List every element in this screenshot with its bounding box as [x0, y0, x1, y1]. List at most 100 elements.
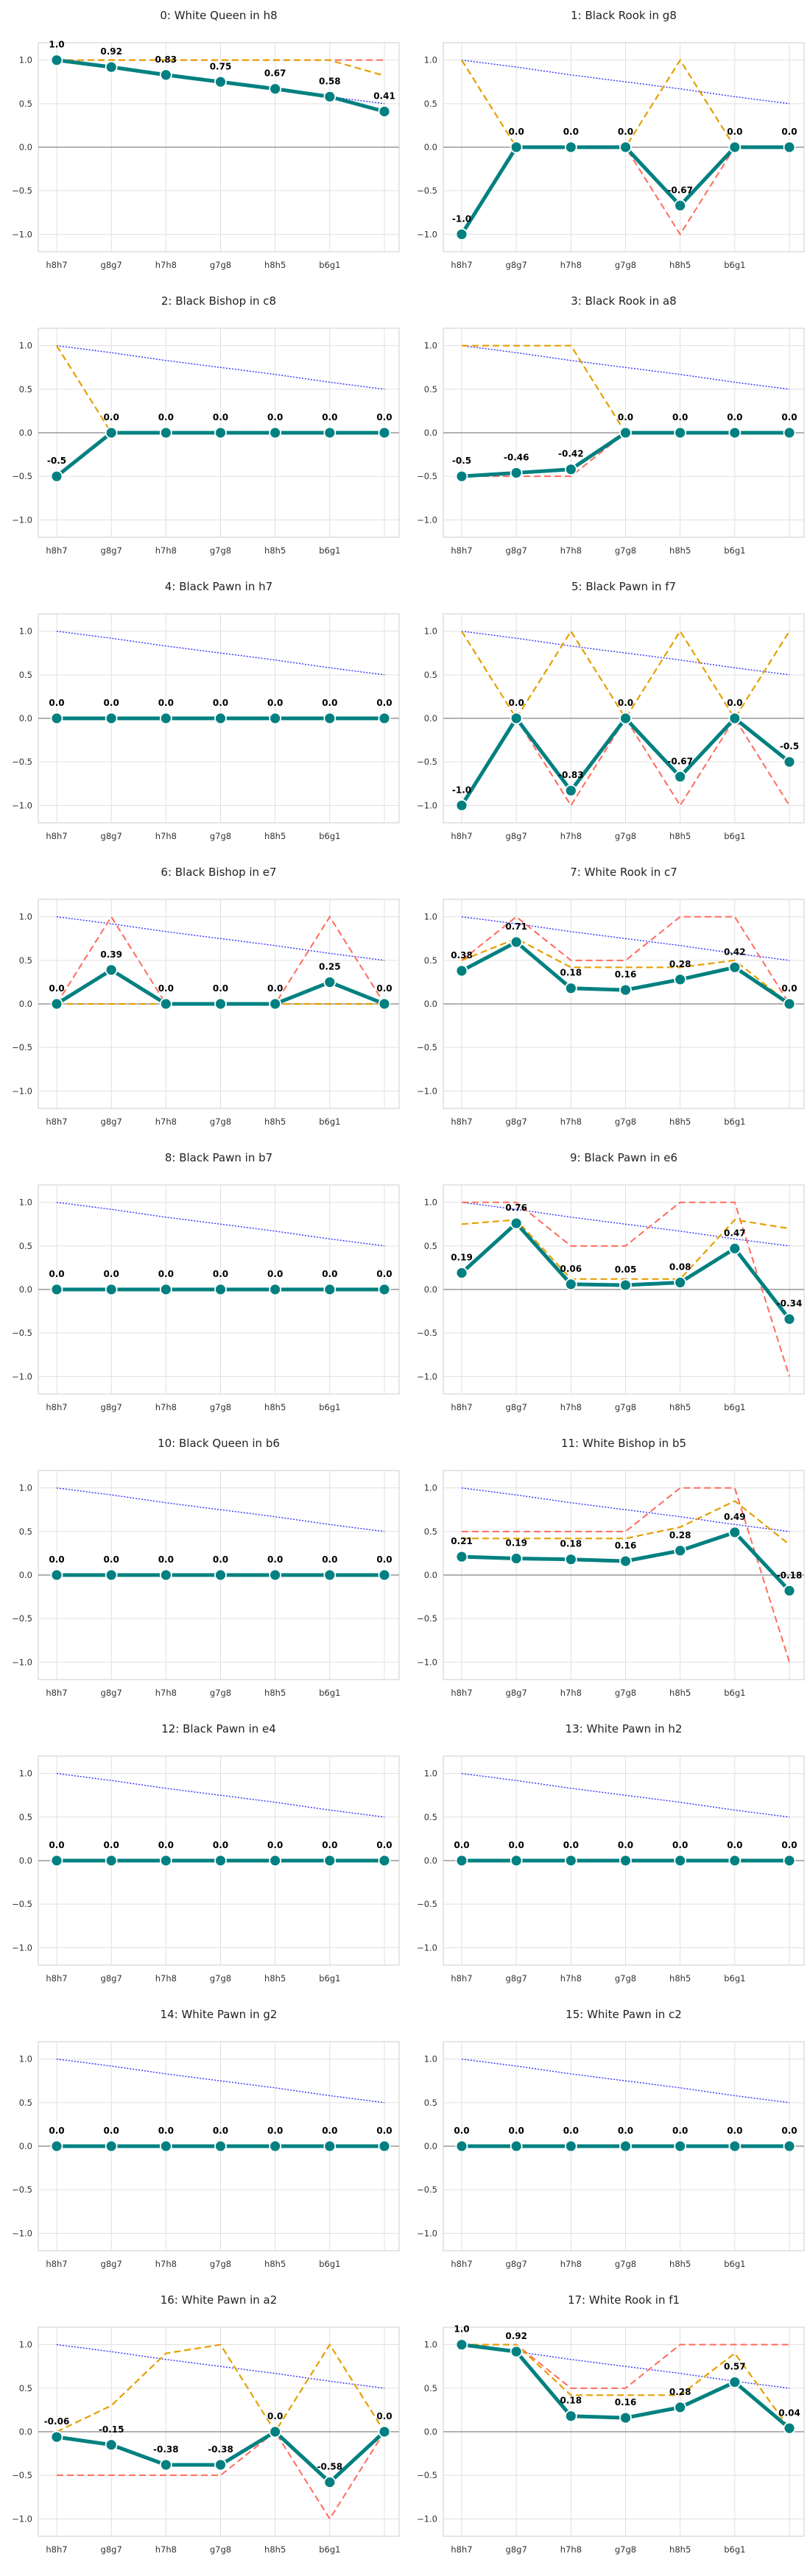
series-blue-dotted — [56, 2343, 385, 2389]
x-tick-label: b6g1 — [724, 260, 745, 270]
data-point — [159, 1283, 172, 1296]
data-label: -0.15 — [99, 2424, 124, 2435]
data-point — [783, 755, 796, 768]
data-label: 0.0 — [158, 412, 174, 422]
data-point — [214, 1568, 227, 1582]
y-tick-label: 0.5 — [19, 670, 32, 680]
data-point — [674, 1544, 687, 1557]
data-point — [455, 227, 468, 241]
y-tick-label: −0.5 — [12, 2184, 32, 2195]
series-blue-dotted — [56, 1772, 385, 1818]
data-point — [159, 1568, 172, 1582]
series-blue-dotted — [461, 1201, 790, 1247]
chart-title: 15: White Pawn in c2 — [566, 2008, 682, 2021]
data-label: 0.0 — [509, 698, 524, 708]
data-label: 0.0 — [563, 2126, 579, 2136]
data-label: 0.0 — [267, 2411, 283, 2421]
y-tick-label: 0.5 — [19, 955, 32, 966]
x-tick-label: h7h8 — [560, 1402, 582, 1412]
data-point — [783, 141, 796, 154]
data-label: 0.49 — [724, 1512, 746, 1522]
x-tick-label: g7g8 — [210, 1402, 231, 1412]
x-tick-label: h8h5 — [669, 831, 691, 841]
data-point — [455, 1267, 468, 1279]
data-point — [619, 712, 632, 725]
chart-title: 11: White Bishop in b5 — [561, 1437, 686, 1450]
x-tick-label: b6g1 — [724, 2544, 745, 2555]
data-label: -1.0 — [452, 785, 471, 795]
x-tick-label: g8g7 — [101, 260, 122, 270]
chart-title: 3: Black Rook in a8 — [571, 294, 676, 308]
data-label: 0.28 — [669, 2387, 691, 2397]
data-label: -0.06 — [44, 2416, 70, 2427]
data-point — [455, 1854, 468, 1867]
x-tick-label: h8h7 — [451, 1973, 472, 1984]
x-tick-label: h7h8 — [155, 260, 177, 270]
y-tick-label: −0.5 — [12, 185, 32, 196]
y-tick-label: −1.0 — [417, 1371, 437, 1381]
chart-panel-14: 14: White Pawn in g2 −1.0 −0.5 0.0 0.5 1.0 h8h… — [0, 1999, 405, 2285]
data-label: 0.0 — [618, 698, 633, 708]
data-point — [564, 2140, 577, 2153]
data-label: -0.5 — [780, 741, 799, 751]
y-tick-label: −0.5 — [417, 185, 437, 196]
series-blue-dotted — [56, 2058, 385, 2103]
data-label: 0.0 — [213, 1840, 228, 1850]
data-point — [783, 426, 796, 439]
y-tick-label: −1.0 — [417, 2513, 437, 2524]
y-tick-label: 0.0 — [19, 1570, 32, 1580]
data-label: 0.0 — [618, 1840, 633, 1850]
x-tick-label: b6g1 — [319, 545, 340, 556]
y-tick-label: −0.5 — [12, 757, 32, 767]
data-label: -0.67 — [667, 185, 693, 195]
y-tick-label: −1.0 — [12, 1657, 32, 1667]
x-tick-label: g7g8 — [210, 831, 231, 841]
data-point — [50, 1283, 63, 1296]
chart-svg-6: 6: Black Bishop in e7 −1.0 −0.5 0.0 0.5 1.0 h8… — [12, 866, 400, 1127]
chart-panel-8: 8: Black Pawn in b7 −1.0 −0.5 0.0 0.5 1.0 h8h7… — [0, 1142, 405, 1428]
x-tick-label: b6g1 — [724, 1973, 745, 1984]
data-point — [455, 470, 468, 483]
data-label: -0.34 — [777, 1298, 803, 1309]
y-tick-label: −0.5 — [417, 471, 437, 481]
data-point — [105, 963, 118, 977]
data-point — [50, 997, 63, 1011]
chart-svg-17: 17: White Rook in f1 −1.0 −0.5 0.0 0.5 1.0 h8h… — [417, 2293, 805, 2555]
x-tick-label: h8h5 — [264, 2544, 286, 2555]
data-point — [269, 1283, 282, 1296]
chart-panel-16: 16: White Pawn in a2 −1.0 −0.5 0.0 0.5 1.0 h8h… — [0, 2285, 405, 2570]
x-tick-label: h8h7 — [46, 1973, 67, 1984]
chart-panel-7: 7: White Rook in c7 −1.0 −0.5 0.0 0.5 1.0 h8h7… — [405, 857, 810, 1142]
data-point — [378, 1854, 391, 1867]
series-blue-dotted — [461, 344, 790, 390]
y-tick-label: 0.0 — [424, 142, 437, 152]
y-tick-label: 0.0 — [19, 1284, 32, 1295]
y-tick-label: 0.0 — [424, 2141, 437, 2151]
chart-title: 0: White Queen in h8 — [160, 9, 277, 22]
y-tick-label: 1.0 — [19, 2054, 32, 2064]
y-tick-label: 0.5 — [424, 384, 437, 394]
data-label: -0.5 — [452, 456, 471, 466]
data-point — [674, 1854, 687, 1867]
y-tick-label: −1.0 — [417, 514, 437, 525]
y-tick-label: −1.0 — [12, 514, 32, 525]
x-tick-label: g8g7 — [506, 2259, 527, 2269]
data-label: 0.0 — [509, 127, 524, 137]
chart-title: 14: White Pawn in g2 — [161, 2008, 278, 2021]
data-label: -0.83 — [558, 770, 584, 780]
x-tick-label: g8g7 — [101, 2259, 122, 2269]
data-point — [323, 976, 337, 988]
data-label: 0.0 — [376, 1554, 392, 1565]
chart-svg-0: 0: White Queen in h8 −1.0 −0.5 0.0 0.5 1.0 h8h… — [12, 9, 400, 270]
data-label: 0.25 — [319, 961, 341, 972]
series-blue-dotted — [461, 1772, 790, 1818]
y-tick-label: 0.0 — [19, 713, 32, 723]
x-tick-label: h8h5 — [264, 831, 286, 841]
x-tick-label: h8h7 — [46, 1688, 67, 1698]
data-label: 0.0 — [104, 1840, 119, 1850]
data-point — [619, 426, 632, 439]
x-tick-label: g8g7 — [506, 545, 527, 556]
data-label: 0.16 — [615, 1540, 637, 1551]
x-tick-label: h8h7 — [46, 2544, 67, 2555]
data-label: 0.0 — [727, 698, 742, 708]
